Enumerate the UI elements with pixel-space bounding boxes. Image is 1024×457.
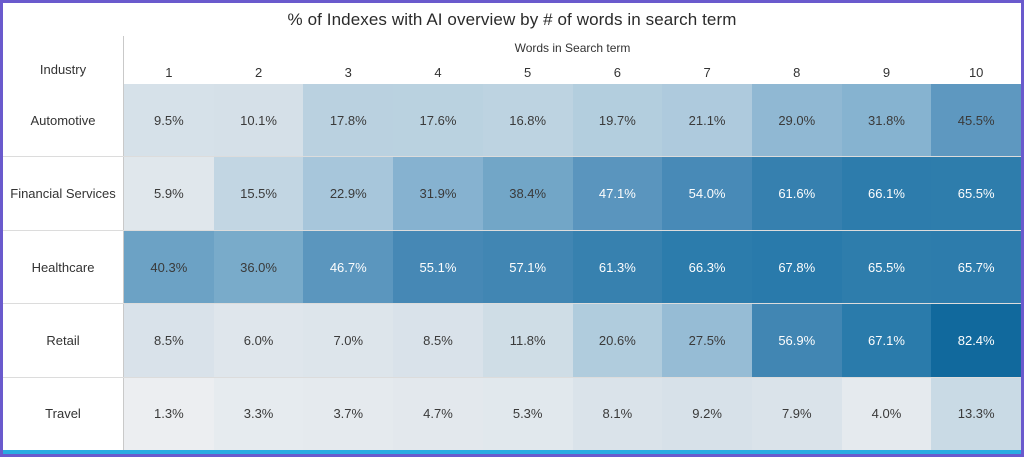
heatmap-cell[interactable]: 67.8%	[751, 230, 842, 304]
table-row: Financial Services 5.9% 15.5% 22.9% 31.9% 38.…	[3, 157, 1022, 231]
heatmap-cell[interactable]: 13.3%	[931, 377, 1022, 451]
heatmap-cell[interactable]: 11.8%	[482, 304, 573, 377]
column-header[interactable]: 9	[882, 64, 891, 80]
heatmap-cell[interactable]: 17.6%	[393, 84, 483, 157]
row-label[interactable]: Healthcare	[3, 230, 124, 304]
heatmap-cell[interactable]: 20.6%	[572, 304, 663, 377]
column-header[interactable]: 3	[344, 64, 352, 80]
heatmap-cell[interactable]: 16.8%	[482, 84, 573, 157]
heatmap-cell[interactable]: 9.5%	[124, 84, 214, 157]
row-cells: 9.5% 10.1% 17.8% 17.6% 16.8% 19.7% 21.1% 29.0% 3…	[124, 84, 1022, 157]
heatmap-cell[interactable]: 29.0%	[751, 84, 842, 157]
heatmap-cell[interactable]: 15.5%	[213, 157, 304, 230]
column-axis: Words in Search term 1 2 3 4 5 6 7 8 9 10	[124, 36, 1021, 84]
column-headers: 1 2 3 4 5 6 7 8 9 10	[124, 60, 1021, 84]
heatmap-cell[interactable]: 8.1%	[572, 377, 663, 451]
column-header[interactable]: 4	[434, 64, 442, 80]
heatmap-cell[interactable]: 19.7%	[572, 84, 663, 157]
column-header[interactable]: 6	[613, 64, 621, 80]
column-header[interactable]: 1	[165, 64, 173, 80]
heatmap-cell[interactable]: 65.5%	[841, 230, 932, 304]
heatmap-cell[interactable]: 7.0%	[303, 304, 394, 377]
heatmap-cell[interactable]: 38.4%	[482, 157, 573, 230]
heatmap-cell[interactable]: 66.1%	[841, 157, 932, 230]
heatmap-cell[interactable]: 65.5%	[931, 157, 1022, 230]
bottom-accent-bar	[3, 450, 1021, 454]
heatmap-cell[interactable]: 47.1%	[572, 157, 663, 230]
heatmap-cell[interactable]: 21.1%	[662, 84, 752, 157]
heatmap-cell[interactable]: 66.3%	[662, 230, 752, 304]
heatmap-cell[interactable]: 45.5%	[931, 84, 1022, 157]
heatmap-cell[interactable]: 4.7%	[393, 377, 483, 451]
heatmap-cell[interactable]: 61.6%	[751, 157, 842, 230]
heatmap-cell[interactable]: 8.5%	[393, 304, 483, 377]
heatmap-cell[interactable]: 54.0%	[662, 157, 752, 230]
column-header[interactable]: 2	[254, 64, 263, 80]
row-cells: 40.3% 36.0% 46.7% 55.1% 57.1% 61.3% 66.3% 67.8%…	[124, 230, 1022, 304]
heatmap-cell[interactable]: 8.5%	[124, 304, 214, 377]
row-label[interactable]: Retail	[3, 304, 124, 377]
row-label[interactable]: Automotive	[3, 84, 124, 157]
row-cells: 5.9% 15.5% 22.9% 31.9% 38.4% 47.1% 54.0% 61.6% 6…	[124, 157, 1022, 230]
heatmap-cell[interactable]: 82.4%	[931, 304, 1022, 377]
heatmap-cell[interactable]: 5.9%	[124, 157, 214, 230]
heatmap-cell[interactable]: 3.7%	[303, 377, 394, 451]
heatmap-cell[interactable]: 67.1%	[841, 304, 932, 377]
row-cells: 1.3% 3.3% 3.7% 4.7% 5.3% 8.1% 9.2% 7.9% 4.0% 13.3…	[124, 377, 1022, 451]
table-row: Travel 1.3% 3.3% 3.7% 4.7% 5.3% 8.1% 9.2% 7.9% 4.…	[3, 377, 1022, 451]
heatmap-cell[interactable]: 10.1%	[213, 84, 304, 157]
heatmap-rows: Automotive 9.5% 10.1% 17.8% 17.6% 16.8% 19.7% 2…	[3, 84, 1022, 451]
column-header[interactable]: 5	[524, 64, 532, 80]
heatmap-cell[interactable]: 3.3%	[213, 377, 304, 451]
row-axis-label: Industry	[3, 36, 124, 84]
column-axis-label: Words in Search term	[514, 41, 631, 55]
heatmap-cell[interactable]: 46.7%	[303, 230, 394, 304]
heatmap-cell[interactable]: 56.9%	[751, 304, 842, 377]
heatmap-cell[interactable]: 17.8%	[303, 84, 394, 157]
column-header[interactable]: 8	[793, 64, 801, 80]
heatmap-cell[interactable]: 61.3%	[572, 230, 663, 304]
column-header[interactable]: 10	[968, 64, 984, 80]
row-cells: 8.5% 6.0% 7.0% 8.5% 11.8% 20.6% 27.5% 56.9% 67.1…	[124, 304, 1022, 377]
heatmap-cell[interactable]: 22.9%	[303, 157, 394, 230]
chart-title: % of Indexes with AI overview by # of wo…	[287, 9, 737, 29]
heatmap-cell[interactable]: 1.3%	[124, 377, 214, 451]
column-header[interactable]: 7	[703, 64, 711, 80]
heatmap-cell[interactable]: 31.8%	[841, 84, 932, 157]
row-label[interactable]: Financial Services	[3, 157, 124, 230]
chart-container: % of Indexes with AI overview by # of wo…	[3, 3, 1022, 451]
heatmap-cell[interactable]: 27.5%	[662, 304, 752, 377]
heatmap-cell[interactable]: 7.9%	[751, 377, 842, 451]
table-row: Retail 8.5% 6.0% 7.0% 8.5% 11.8% 20.6% 27.5% 56.…	[3, 304, 1022, 378]
heatmap-cell[interactable]: 9.2%	[662, 377, 752, 451]
heatmap-cell[interactable]: 5.3%	[482, 377, 573, 451]
heatmap-cell[interactable]: 55.1%	[393, 230, 483, 304]
heatmap-cell[interactable]: 31.9%	[393, 157, 483, 230]
heatmap-cell[interactable]: 65.7%	[931, 230, 1022, 304]
heatmap-cell[interactable]: 57.1%	[482, 230, 573, 304]
table-row: Automotive 9.5% 10.1% 17.8% 17.6% 16.8% 19.7% 2…	[3, 84, 1022, 158]
heatmap-cell[interactable]: 4.0%	[841, 377, 932, 451]
table-row: Healthcare 40.3% 36.0% 46.7% 55.1% 57.1% 61.3%…	[3, 230, 1022, 305]
heatmap-cell[interactable]: 6.0%	[213, 304, 304, 377]
heatmap-cell[interactable]: 36.0%	[213, 230, 304, 304]
row-label[interactable]: Travel	[3, 377, 124, 451]
heatmap-cell[interactable]: 40.3%	[124, 230, 214, 304]
